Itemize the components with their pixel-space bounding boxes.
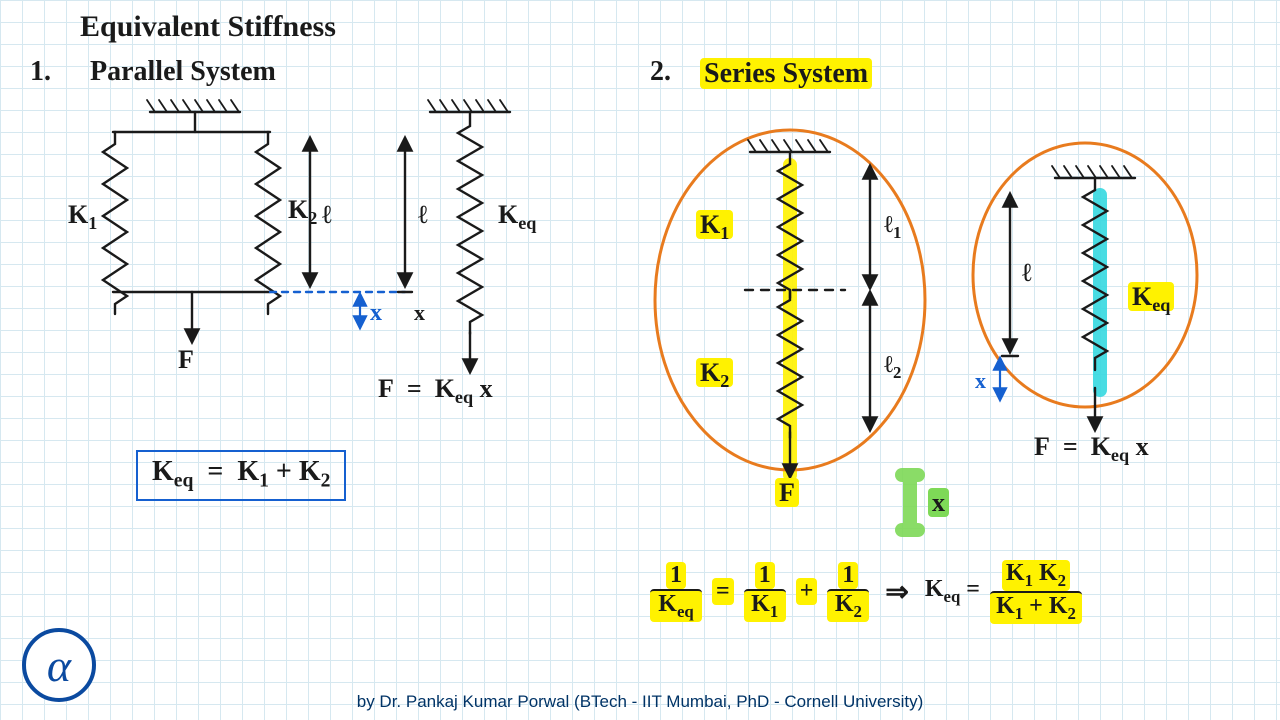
label-F-s: F <box>775 478 799 508</box>
label-Keq: Keq <box>498 200 536 234</box>
label-l2: ℓ2 <box>884 352 901 383</box>
label-x: x <box>370 300 382 327</box>
page-title: Equivalent Stiffness <box>80 10 336 44</box>
label-K1: K1 <box>68 200 97 234</box>
label-x-green: x <box>928 488 949 518</box>
label-l-eq: ℓ <box>418 200 428 230</box>
footer-credit: by Dr. Pankaj Kumar Porwal (BTech - IIT … <box>0 692 1280 712</box>
alpha-logo: α <box>22 628 96 702</box>
label-l1: ℓ1 <box>884 212 901 243</box>
eq-F-Keqx-1: F = Keq x <box>378 374 493 408</box>
label-l: ℓ <box>322 200 332 230</box>
sec1-heading: Parallel System <box>90 56 276 88</box>
label-F: F <box>178 345 194 375</box>
label-Keq-s: Keq <box>1128 282 1174 316</box>
eq-F-Keqx-2: F = Keq x <box>1034 432 1149 466</box>
sec2-heading: Series System <box>700 58 872 90</box>
formula-series-recip: 1 Keq = 1 K1 + 1 K2 ⇒ Keq = K1 K2 K1 + K… <box>650 560 1082 624</box>
label-K2: K2 <box>288 195 317 229</box>
label-l-eq-s: ℓ <box>1022 258 1032 288</box>
formula-parallel: Keq = K1 + K2 <box>136 450 346 501</box>
label-x-s: x <box>975 368 986 394</box>
label-K1-s: K1 <box>696 210 733 244</box>
label-K2-s: K2 <box>696 358 733 392</box>
sec2-num: 2. <box>650 56 671 88</box>
label-x2: x <box>414 300 425 326</box>
sec1-num: 1. <box>30 56 51 88</box>
